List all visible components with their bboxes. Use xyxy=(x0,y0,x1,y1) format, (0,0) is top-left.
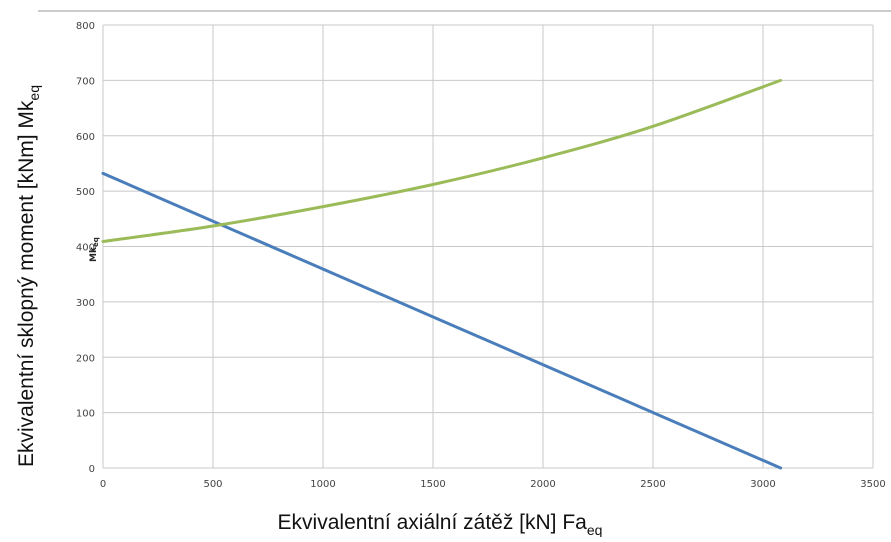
y-tick-label: 200 xyxy=(76,353,95,364)
series-line-2 xyxy=(101,78,783,244)
y-axis-title-main: Ekvivalentní sklopný moment [kNm] Mk xyxy=(15,100,38,467)
y-tick-label: 0 xyxy=(89,464,95,475)
x-tick-label: 1500 xyxy=(420,479,445,490)
x-tick-label: 0 xyxy=(100,479,106,490)
stray-label-main: Mk xyxy=(89,246,99,262)
x-axis-title-sub: eq xyxy=(587,522,603,537)
tick-labels: 0 500 1000 1500 2000 2500 3000 3500 0 100 200 300 40… xyxy=(76,21,886,490)
x-tick-label: 1000 xyxy=(310,479,335,490)
x-axis-title-main: Ekvivalentní axiální zátěž [kN] Fa xyxy=(278,511,588,534)
y-axis-title-sub: eq xyxy=(26,85,42,101)
x-tick-label: 3500 xyxy=(860,479,885,490)
x-axis-title: Ekvivalentní axiální zátěž [kN] Faeq xyxy=(278,511,603,537)
x-tick-label: 500 xyxy=(203,479,222,490)
y-tick-label: 300 xyxy=(76,298,95,309)
stray-label: Mkeq xyxy=(89,237,100,262)
y-axis-title: Ekvivalentní sklopný moment [kNm] Mkeq xyxy=(15,85,42,467)
stray-label-sub: eq xyxy=(92,237,100,247)
y-tick-label: 700 xyxy=(76,76,95,87)
grid xyxy=(102,24,874,469)
x-tick-label: 3000 xyxy=(750,479,775,490)
y-tick-label: 800 xyxy=(76,21,95,32)
series-lines xyxy=(101,78,783,470)
x-tick-label: 2500 xyxy=(640,479,665,490)
y-tick-label: 500 xyxy=(76,187,95,198)
y-tick-label: 400 xyxy=(76,243,95,254)
x-tick-label: 2000 xyxy=(530,479,555,490)
y-tick-label: 100 xyxy=(76,409,95,420)
y-tick-label: 600 xyxy=(76,132,95,143)
series-line-1 xyxy=(101,171,783,470)
